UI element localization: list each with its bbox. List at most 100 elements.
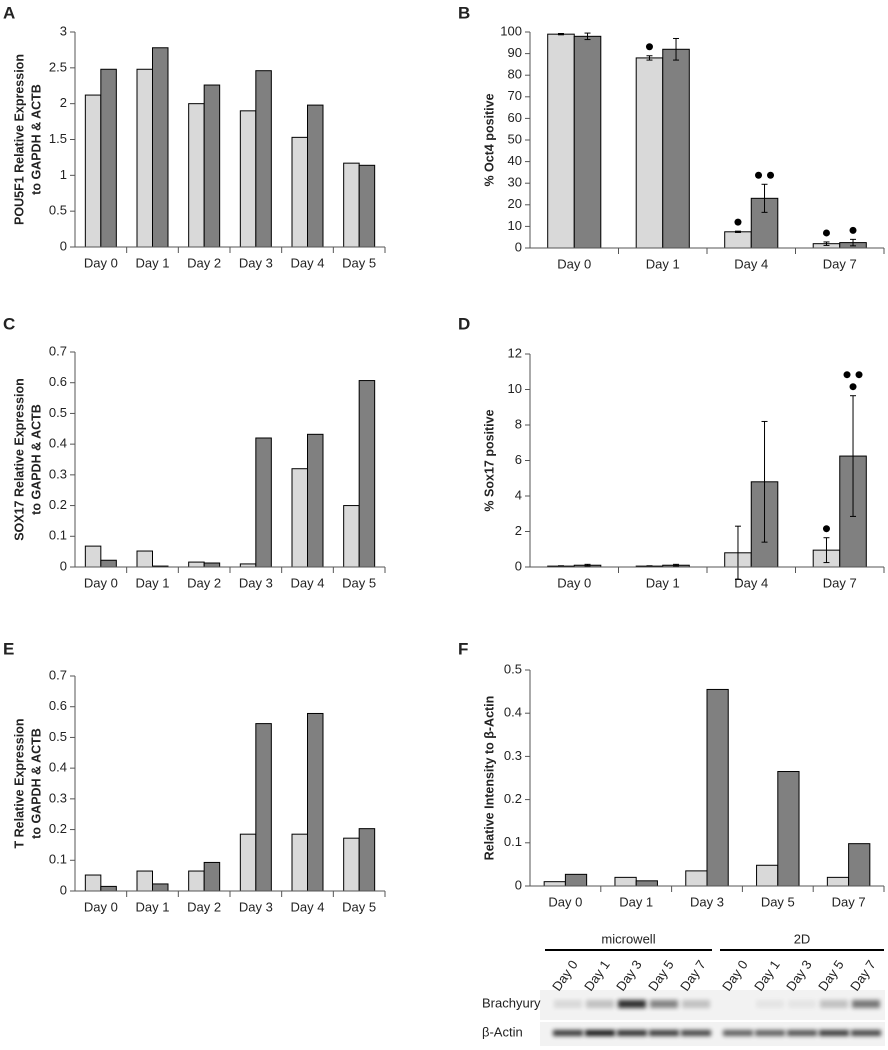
y-tick-label: 0.4 (49, 760, 67, 775)
bar (203, 84, 221, 248)
y-tick-label: 30 (508, 175, 522, 190)
significance-dot (645, 43, 653, 51)
blot-band (586, 1000, 614, 1008)
y-tick-label: 40 (508, 153, 522, 168)
y-tick-label: 0 (60, 238, 67, 253)
x-tick-label: Day 5 (342, 255, 376, 270)
y-axis-label: to GAPDH & ACTB (29, 404, 43, 515)
bar (84, 545, 102, 568)
blot-band (851, 1030, 881, 1036)
x-tick-label: Day 2 (187, 255, 221, 270)
bar (358, 380, 376, 568)
blot-band (788, 1000, 816, 1008)
bar (547, 33, 575, 249)
bar (685, 870, 708, 887)
bar (239, 833, 257, 892)
error-bar (673, 37, 680, 61)
bar (239, 110, 257, 248)
bar (291, 136, 308, 248)
bar (848, 843, 871, 887)
blot-band (650, 1000, 678, 1008)
x-tick-label: Day 5 (342, 899, 376, 914)
y-tick-label: 0.1 (49, 852, 67, 867)
y-tick-label: 0 (515, 558, 522, 573)
bar (152, 883, 169, 892)
lane-label: Day 7 (847, 957, 879, 993)
x-tick-label: Day 1 (136, 575, 170, 590)
blot-band (723, 1030, 753, 1036)
bar (100, 559, 117, 568)
bar (614, 876, 637, 887)
error-bar (584, 563, 591, 567)
lane-label: Day 0 (549, 957, 581, 993)
error-bar (761, 183, 768, 213)
error-bar (734, 525, 741, 580)
x-tick-label: Day 3 (239, 575, 273, 590)
y-tick-label: 0 (515, 239, 522, 254)
x-tick-label: Day 4 (291, 255, 325, 270)
error-bar (850, 395, 857, 517)
bar (203, 562, 221, 568)
y-tick-label: 0.7 (49, 667, 67, 682)
x-tick-label: Day 7 (823, 575, 857, 590)
bar (84, 874, 102, 892)
y-tick-label: 10 (508, 218, 522, 233)
x-tick-label: Day 1 (136, 899, 170, 914)
y-tick-label: 20 (508, 196, 522, 211)
panel-letter: A (3, 3, 15, 22)
blot-band (787, 1030, 817, 1036)
lane-label: Day 7 (677, 957, 709, 993)
x-tick-label: Day 3 (690, 894, 724, 909)
bar (662, 48, 690, 249)
bar (358, 828, 376, 892)
significance-dot (767, 171, 775, 179)
blot-band (553, 1030, 583, 1036)
x-tick-label: Day 1 (136, 255, 170, 270)
y-tick-label: 6 (515, 452, 522, 467)
error-bar (850, 238, 857, 247)
y-tick-label: 0 (60, 558, 67, 573)
bar (307, 104, 324, 248)
x-tick-label: Day 0 (557, 575, 591, 590)
y-tick-label: 60 (508, 110, 522, 125)
x-tick-label: Day 7 (823, 256, 857, 271)
bar (84, 94, 102, 248)
panel-letter: F (458, 639, 468, 658)
x-tick-label: Day 3 (239, 899, 273, 914)
error-bar (584, 32, 591, 41)
y-tick-label: 70 (508, 88, 522, 103)
error-bar (823, 537, 830, 564)
x-tick-label: Day 7 (832, 894, 866, 909)
bar (635, 880, 658, 887)
blot-band (618, 1000, 646, 1008)
bar (255, 723, 272, 892)
error-bar (673, 563, 680, 567)
lane-label: Day 3 (783, 957, 815, 993)
y-tick-label: 0.6 (49, 374, 67, 389)
row-label: Brachyury (482, 995, 541, 1010)
y-tick-label: 0.4 (504, 705, 522, 720)
bar (255, 70, 272, 248)
x-tick-label: Day 1 (619, 894, 653, 909)
bar (291, 468, 308, 568)
bar (307, 712, 324, 892)
y-tick-label: 2 (515, 523, 522, 538)
x-tick-label: Day 2 (187, 899, 221, 914)
bar (291, 833, 308, 892)
blot-band (755, 1030, 785, 1036)
y-tick-label: 50 (508, 131, 522, 146)
y-tick-label: 0.3 (504, 748, 522, 763)
y-tick-label: 3 (60, 23, 67, 38)
y-tick-label: 0.5 (49, 405, 67, 420)
row-label: β-Actin (482, 1024, 523, 1039)
y-tick-label: 12 (508, 345, 522, 360)
x-tick-label: Day 1 (646, 575, 680, 590)
y-tick-label: 90 (508, 45, 522, 60)
y-tick-label: 0 (60, 882, 67, 897)
blot-band (820, 1000, 848, 1008)
significance-dot (822, 525, 830, 533)
y-tick-label: 0 (515, 877, 522, 892)
x-tick-label: Day 4 (291, 575, 325, 590)
error-bar (646, 565, 653, 567)
bar (343, 837, 360, 892)
